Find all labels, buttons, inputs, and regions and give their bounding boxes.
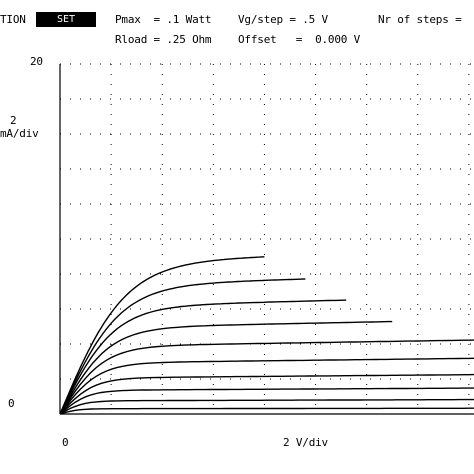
steps-readout: Nr of steps =	[378, 13, 462, 26]
iv-curve-10	[59, 407, 474, 415]
vg-step-readout: Vg/step = .5 V	[238, 13, 328, 26]
offset-readout: Offset = 0.000 V	[238, 33, 361, 46]
iv-curve-9	[59, 398, 474, 415]
curve-family	[59, 256, 474, 415]
iv-curve-5	[59, 339, 474, 415]
x-axis-label: 2 V/div	[283, 436, 328, 449]
y-unit-label: mA/div	[0, 127, 39, 140]
iv-curve-4	[59, 320, 393, 415]
iv-curve-6	[59, 357, 474, 415]
mode-label: TION	[0, 13, 26, 26]
y-top-label: 20	[30, 55, 43, 68]
iv-curve-2	[59, 278, 306, 415]
mode-badge[interactable]: SET	[36, 12, 96, 27]
y-scale-label: 2	[10, 114, 17, 127]
iv-curve-3	[59, 299, 347, 415]
iv-curve-1	[59, 256, 265, 415]
pmax-readout: Pmax = .1 Watt	[115, 13, 212, 26]
y-zero-label: 0	[8, 397, 15, 410]
x-zero-label: 0	[62, 436, 69, 449]
iv-curve-7	[59, 373, 474, 415]
iv-curve-8	[59, 387, 474, 415]
rload-readout: Rload = .25 Ohm	[115, 33, 212, 46]
